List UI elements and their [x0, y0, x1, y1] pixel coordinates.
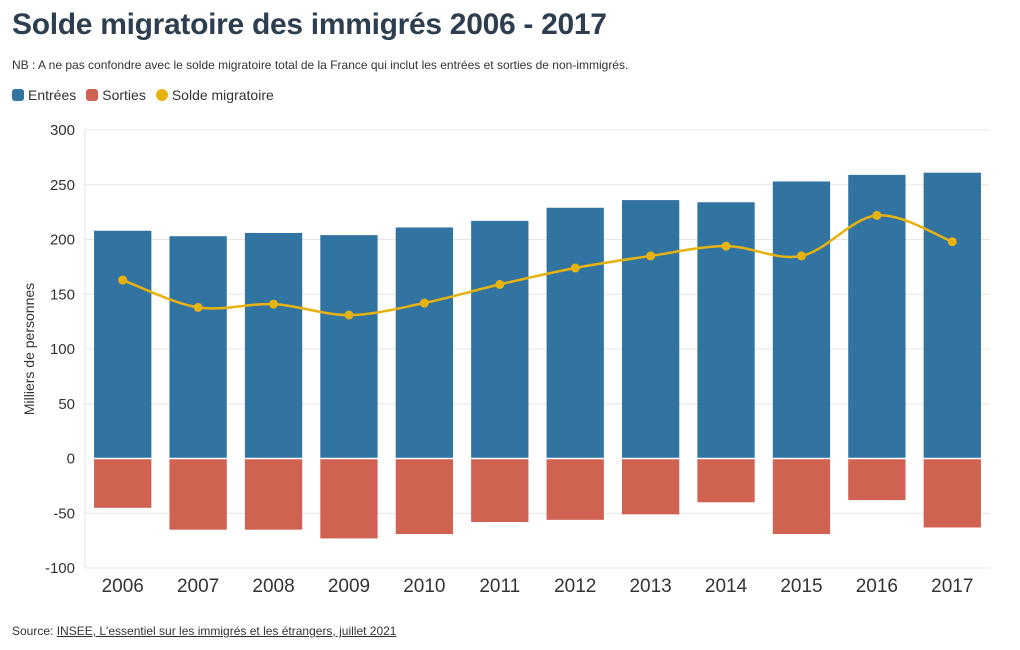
bar-sorties [471, 458, 529, 523]
y-tick-label: -100 [45, 560, 75, 577]
bar-sorties [621, 458, 680, 515]
bar-entrees [320, 235, 378, 459]
bar-sorties [169, 458, 227, 530]
x-axis: 2006 2007 2008 2009 2010 2011 2012 2013 2014 2015… [102, 576, 974, 597]
y-axis: -100 -50 0 50 100 150 200 250 300 [45, 122, 75, 577]
y-axis-label: Milliers de personnes [21, 283, 37, 415]
x-tick-label: 2009 [328, 576, 370, 597]
bar-sorties [772, 458, 831, 535]
bars [85, 172, 990, 539]
x-tick-label: 2017 [931, 576, 973, 597]
bar-entrees [923, 172, 981, 459]
solde-point [796, 251, 806, 261]
bar-entrees [471, 220, 529, 459]
bar-sorties [848, 458, 906, 501]
solde-point [419, 298, 429, 308]
legend-item-sorties[interactable]: Sorties [86, 87, 146, 103]
solde-point [193, 302, 203, 312]
legend-swatch [12, 89, 24, 101]
legend-swatch [155, 89, 168, 101]
x-tick-label: 2013 [629, 576, 671, 597]
bar-entrees [697, 202, 755, 459]
solde-point [721, 241, 731, 251]
solde-point [269, 299, 279, 309]
source-note: Source: INSEE, L'essentiel sur les immig… [12, 624, 396, 638]
bar-entrees [546, 207, 604, 459]
x-tick-label: 2008 [252, 576, 294, 597]
y-tick-label: 50 [58, 396, 75, 413]
bar-entrees [621, 200, 680, 459]
x-tick-label: 2006 [102, 576, 144, 597]
x-tick-label: 2014 [705, 576, 748, 597]
y-tick-label: 300 [50, 122, 75, 139]
bar-sorties [320, 458, 378, 539]
bar-sorties [94, 458, 152, 508]
y-tick-label: 0 [67, 451, 75, 468]
bar-entrees [169, 236, 227, 459]
bar-sorties [395, 458, 454, 535]
bar-entrees [395, 227, 454, 459]
legend: Entrées Sorties Solde migratoire [12, 87, 278, 103]
solde-point [646, 251, 656, 261]
solde-line [118, 210, 957, 320]
legend-label: Solde migratoire [171, 87, 274, 103]
legend-swatch [86, 89, 99, 101]
bar-sorties [546, 458, 604, 520]
legend-item-entrees[interactable]: Entrées [12, 87, 76, 103]
legend-label: Entrées [28, 87, 77, 103]
solde-point [118, 275, 128, 285]
x-tick-label: 2011 [479, 576, 520, 597]
solde-point [570, 263, 580, 273]
x-tick-label: 2007 [177, 576, 219, 597]
source-link[interactable]: INSEE, L'essentiel sur les immigrés et l… [56, 624, 397, 638]
solde-point [344, 310, 354, 320]
x-tick-label: 2012 [554, 576, 596, 597]
y-tick-label: 200 [50, 232, 75, 249]
bar-entrees [244, 232, 303, 459]
legend-label: Sorties [102, 87, 146, 103]
source-prefix: Source: [12, 624, 57, 638]
y-tick-label: 100 [50, 341, 75, 358]
y-tick-label: -50 [53, 505, 75, 522]
y-tick-label: 250 [50, 177, 75, 194]
bar-sorties [244, 458, 303, 530]
x-tick-label: 2015 [780, 576, 822, 597]
bar-entrees [772, 181, 831, 459]
solde-point [872, 210, 882, 220]
legend-item-solde[interactable]: Solde migratoire [155, 87, 274, 103]
page-title: Solde migratoire des immigrés 2006 - 201… [12, 8, 607, 41]
solde-point [947, 237, 957, 247]
solde-point [495, 279, 505, 289]
x-tick-label: 2010 [403, 576, 445, 597]
bar-sorties [697, 458, 755, 503]
subtitle: NB : A ne pas confondre avec le solde mi… [12, 58, 629, 72]
x-tick-label: 2016 [856, 576, 898, 597]
bar-entrees [94, 230, 152, 459]
y-tick-label: 150 [50, 286, 75, 303]
bar-sorties [923, 458, 981, 528]
